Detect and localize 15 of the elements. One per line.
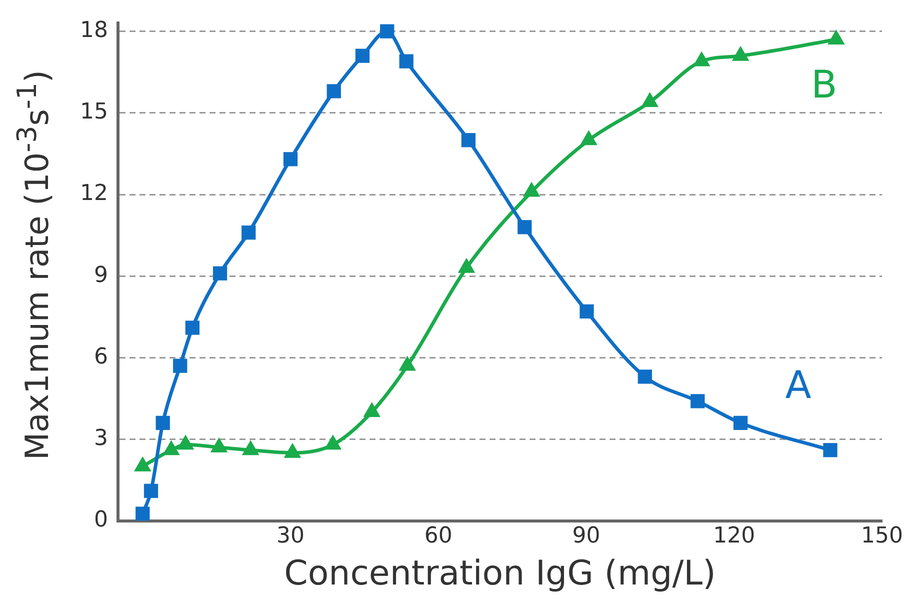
y-tick-label: 3 xyxy=(94,426,108,451)
x-axis-title: Concentration IgG (mg/L) xyxy=(284,553,716,594)
y-tick-label: 0 xyxy=(94,508,108,533)
x-tick-label: 90 xyxy=(572,524,600,549)
y-tick-label: 15 xyxy=(80,100,108,125)
x-tick-label: 150 xyxy=(861,524,903,549)
series-label: A xyxy=(785,362,812,407)
y-tick-label: 12 xyxy=(80,181,108,206)
y-tick-label: 18 xyxy=(80,18,108,44)
x-tick-label: 30 xyxy=(276,524,305,549)
y-tick-label: 9 xyxy=(94,262,108,288)
series-label: B xyxy=(811,62,838,106)
y-tick-label: 6 xyxy=(94,344,108,370)
x-tick-label: 60 xyxy=(424,524,452,549)
x-tick-label: 120 xyxy=(713,524,756,549)
